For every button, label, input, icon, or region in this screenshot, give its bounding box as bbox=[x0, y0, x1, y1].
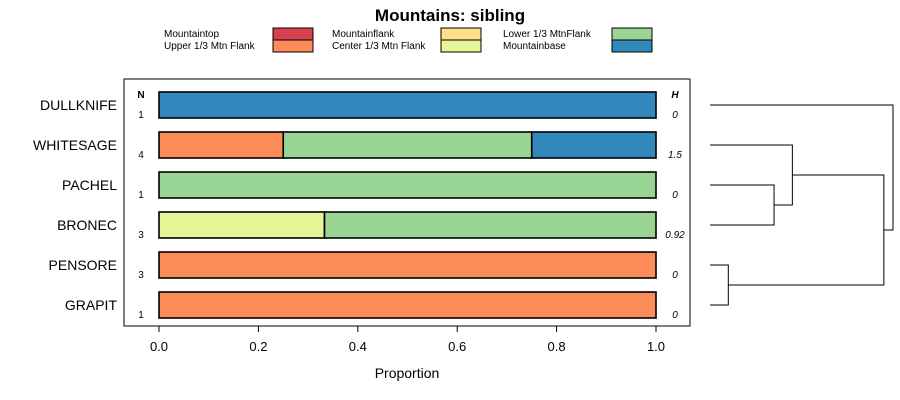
bar-segment-grapit-upper-1-3-mtn-flank bbox=[158, 291, 657, 319]
row-label-whitesage: WHITESAGE bbox=[33, 137, 117, 153]
legend-label-lower-1-3-mtnflank: Lower 1/3 MtnFlank bbox=[503, 29, 592, 40]
x-tick-label: 0.2 bbox=[249, 339, 267, 354]
legend-label-upper-1-3-mtn-flank: Upper 1/3 Mtn Flank bbox=[164, 41, 256, 52]
row-h-dullknife: 0 bbox=[672, 110, 678, 121]
bar-segment-whitesage-mountainbase bbox=[530, 131, 657, 159]
row-label-pachel: PACHEL bbox=[62, 177, 117, 193]
row-label-grapit: GRAPIT bbox=[65, 297, 118, 313]
bar-segment-whitesage-lower-1-3-mtnflank bbox=[282, 131, 533, 159]
bar-segment-pachel-lower-1-3-mtnflank bbox=[158, 171, 657, 199]
legend-swatch-lower-1-3-mtnflank bbox=[611, 27, 653, 41]
legend-label-center-1-3-mtn-flank: Center 1/3 Mtn Flank bbox=[332, 41, 426, 52]
row-n-pachel: 1 bbox=[138, 190, 144, 201]
row-n-bronec: 3 bbox=[138, 230, 144, 241]
legend-swatch-center-1-3-mtn-flank bbox=[440, 39, 482, 53]
x-tick-label: 0.4 bbox=[349, 339, 367, 354]
legend-label-mountainflank: Mountainflank bbox=[332, 29, 395, 40]
legend-swatch-mountainbase bbox=[611, 39, 653, 53]
row-label-dullknife: DULLKNIFE bbox=[40, 97, 117, 113]
legend-label-mountainbase: Mountainbase bbox=[503, 41, 566, 52]
bar-segment-bronec-lower-1-3-mtnflank bbox=[323, 211, 657, 239]
row-h-pensore: 0 bbox=[672, 270, 678, 281]
n-column-header: N bbox=[137, 90, 144, 101]
bar-segment-pensore-upper-1-3-mtn-flank bbox=[158, 251, 657, 279]
row-h-grapit: 0 bbox=[672, 310, 678, 321]
legend-swatch-upper-1-3-mtn-flank bbox=[272, 39, 314, 53]
x-axis-title: Proportion bbox=[375, 365, 440, 381]
row-h-whitesage: 1.5 bbox=[668, 150, 682, 161]
dendrogram-branch-pensore-grapit bbox=[710, 264, 729, 306]
bar-segment-whitesage-upper-1-3-mtn-flank bbox=[158, 131, 285, 159]
chart-title: Mountains: sibling bbox=[375, 6, 525, 25]
legend-swatch-mountainflank bbox=[440, 27, 482, 41]
dendrogram-branch-root bbox=[710, 104, 894, 231]
x-tick-label: 1.0 bbox=[647, 339, 665, 354]
row-label-bronec: BRONEC bbox=[57, 217, 117, 233]
row-label-pensore: PENSORE bbox=[49, 257, 117, 273]
bar-segment-bronec-center-1-3-mtn-flank bbox=[158, 211, 326, 239]
dendrogram bbox=[710, 104, 894, 306]
row-n-dullknife: 1 bbox=[138, 110, 144, 121]
plot-frame bbox=[123, 78, 691, 327]
x-axis: 0.0 0.2 0.4 0.6 0.8 1.0 bbox=[150, 326, 665, 354]
bar-segment-dullknife-mountainbase bbox=[158, 91, 657, 119]
bars-group bbox=[158, 91, 657, 319]
dendrogram-branch-pachel-bronec bbox=[710, 184, 775, 226]
h-column-header: H bbox=[671, 90, 679, 101]
legend-swatch-mountaintop bbox=[272, 27, 314, 41]
dendrogram-branch-middle bbox=[728, 174, 885, 286]
row-n-whitesage: 4 bbox=[138, 150, 144, 161]
row-h-pachel: 0 bbox=[672, 190, 678, 201]
legend-label-mountaintop: Mountaintop bbox=[164, 29, 219, 40]
row-h-bronec: 0.92 bbox=[665, 230, 685, 241]
dendrogram-branch-whitesage bbox=[710, 144, 793, 206]
row-n-grapit: 1 bbox=[138, 310, 144, 321]
x-tick-label: 0.6 bbox=[448, 339, 466, 354]
row-text-group: DULLKNIFE 1 0 WHITESAGE 4 1.5 PACHEL 1 0 BRONEC 3 0… bbox=[33, 97, 685, 321]
x-tick-label: 0.8 bbox=[548, 339, 566, 354]
row-n-pensore: 3 bbox=[138, 270, 144, 281]
x-tick-label: 0.0 bbox=[150, 339, 168, 354]
